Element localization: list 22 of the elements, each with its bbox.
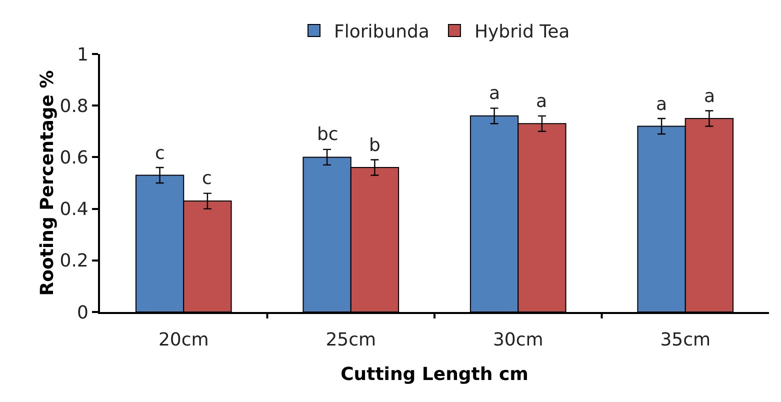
data-label: a (536, 91, 548, 112)
data-label: a (489, 83, 500, 104)
data-label: b (369, 135, 380, 156)
y-tick-label: 0.6 (60, 148, 88, 168)
data-label: c (202, 168, 212, 189)
y-tick-label: 0.8 (60, 96, 88, 117)
x-tick-label: 30cm (492, 330, 544, 351)
data-label: a (704, 86, 716, 107)
x-tick-label: 25cm (326, 330, 376, 351)
y-tick-label: 1 (76, 44, 88, 66)
x-tick-label: 35cm (660, 330, 711, 351)
x-tick-label: 20cm (158, 330, 209, 351)
legend-label: Floribunda (334, 22, 430, 42)
y-tick-label: 0.4 (60, 199, 88, 220)
data-label: bc (317, 124, 338, 145)
y-axis-title: Rooting Percentage % (36, 70, 58, 296)
legend-label: Hybrid Tea (474, 22, 570, 42)
data-label: c (155, 143, 165, 164)
data-label: a (656, 94, 668, 115)
y-tick-label: 0.2 (60, 250, 88, 272)
x-axis-title: Cutting Length cm (340, 364, 528, 386)
y-tick-label: 0 (76, 302, 88, 324)
